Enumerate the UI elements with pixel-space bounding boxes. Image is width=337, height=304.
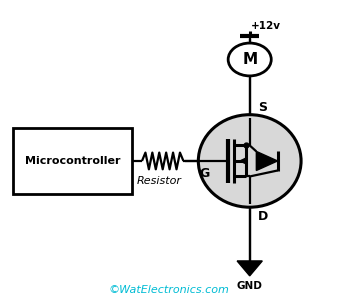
Text: M: M [242, 52, 257, 67]
Polygon shape [237, 261, 262, 276]
Circle shape [198, 115, 301, 207]
Text: +12v: +12v [251, 21, 281, 31]
Text: G: G [200, 167, 210, 180]
FancyBboxPatch shape [13, 128, 132, 194]
Ellipse shape [228, 43, 271, 76]
Text: D: D [258, 210, 268, 223]
Text: Microcontroller: Microcontroller [25, 156, 120, 166]
Text: ©WatElectronics.com: ©WatElectronics.com [108, 285, 229, 295]
Text: S: S [258, 101, 267, 114]
Text: GND: GND [237, 281, 263, 291]
Polygon shape [256, 151, 278, 171]
Text: Resistor: Resistor [137, 176, 182, 186]
